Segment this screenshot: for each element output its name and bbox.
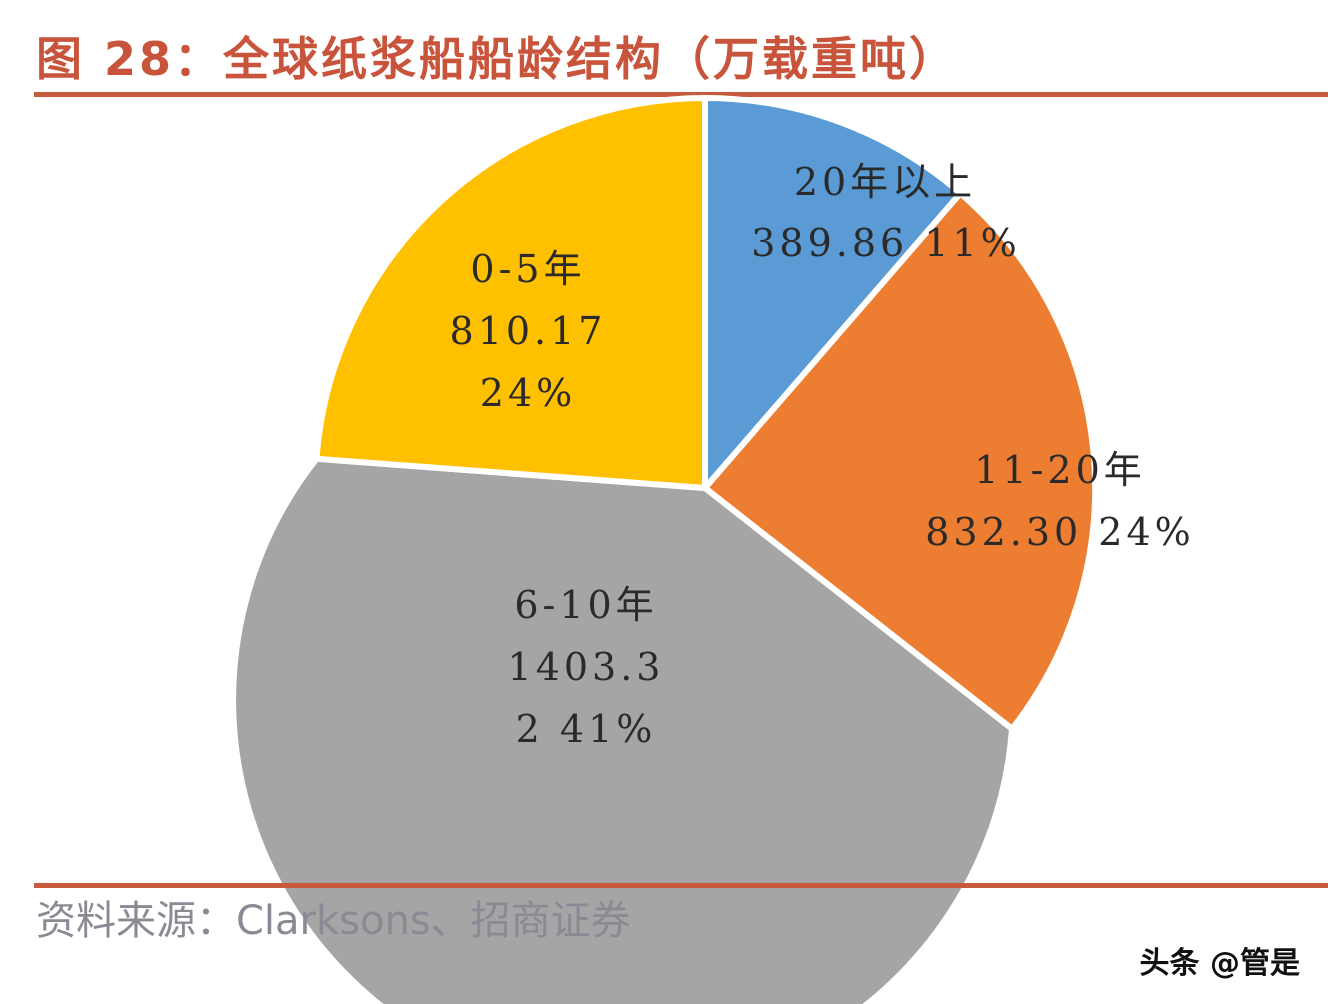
label-0-5-category: 0-5年 [470,247,585,291]
slice-0-5-years[interactable] [313,95,708,491]
chart-title: 图 28：全球纸浆船船龄结构（万载重吨） [36,32,959,86]
label-6-10-value: 1403.3 [508,645,665,689]
label-0-5-value: 810.17 [450,309,607,353]
slice-11-20-years[interactable] [702,190,1099,732]
slice-6-10-years[interactable] [230,455,1015,1004]
source-divider [34,883,1328,888]
label-20-plus-value: 389.86 11% [751,221,1021,265]
label-20-plus-category: 20年以上 [794,160,976,204]
label-6-10-category: 6-10年 [514,583,657,627]
label-6-10-percent: 2 41% [516,707,657,751]
watermark: 头条 @管是 [1139,946,1300,981]
label-0-5-percent: 24% [480,371,576,415]
label-11-20-value: 832.30 24% [925,510,1195,554]
source-note: 资料来源：Clarksons、招商证券 [36,898,631,944]
label-11-20-category: 11-20年 [974,448,1146,492]
slice-20-plus-years[interactable] [702,95,964,491]
title-divider [34,92,1328,97]
